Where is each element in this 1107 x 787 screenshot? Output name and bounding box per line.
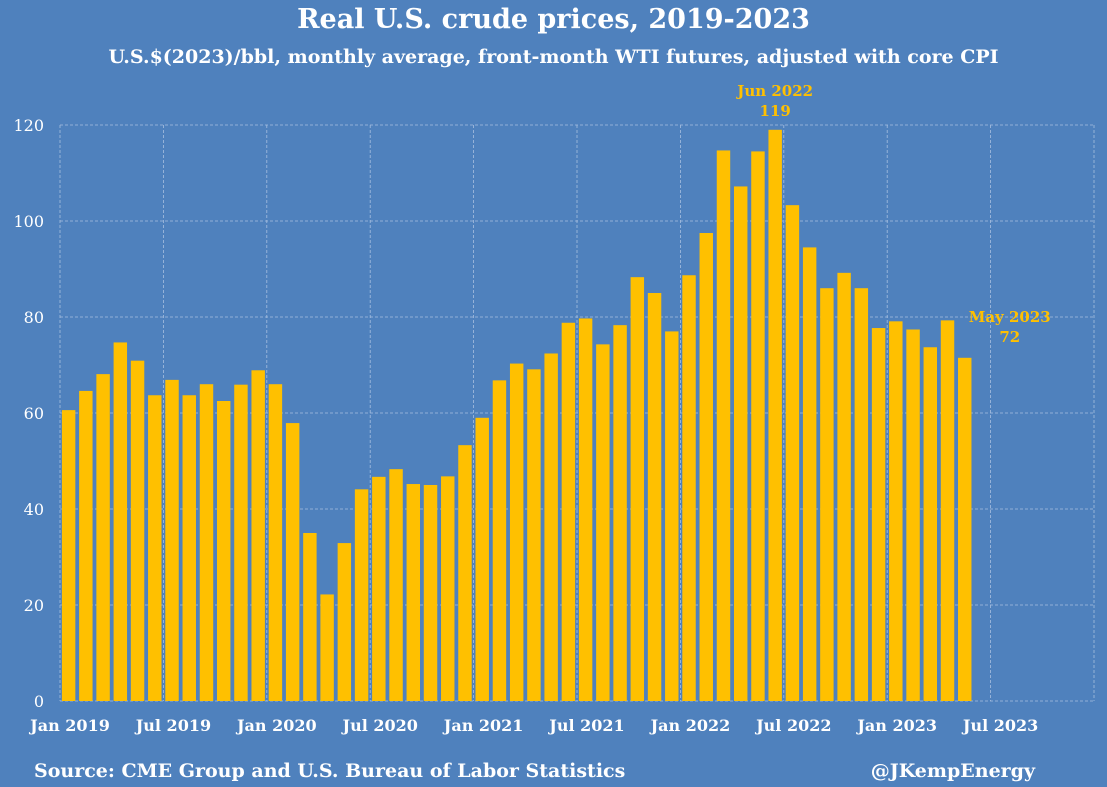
bar bbox=[785, 205, 800, 701]
chart-subtitle: U.S.$(2023)/bbl, monthly average, front-… bbox=[108, 46, 999, 68]
x-tick-label: Jul 2019 bbox=[134, 716, 211, 735]
bar bbox=[475, 417, 489, 701]
bar bbox=[544, 353, 558, 701]
x-tick-label: Jan 2023 bbox=[855, 716, 937, 735]
bar bbox=[251, 370, 265, 701]
bar bbox=[630, 277, 645, 701]
y-tick-label: 100 bbox=[13, 212, 44, 231]
bar bbox=[820, 288, 834, 701]
bar bbox=[716, 150, 731, 701]
bar bbox=[699, 233, 713, 701]
y-tick-label: 40 bbox=[24, 500, 44, 519]
bar bbox=[613, 325, 627, 701]
bar bbox=[285, 423, 300, 701]
bar bbox=[234, 384, 248, 701]
annotation-value: 72 bbox=[999, 328, 1020, 346]
bar bbox=[854, 288, 869, 701]
bar bbox=[372, 476, 386, 701]
bar bbox=[113, 342, 128, 701]
bar bbox=[303, 533, 317, 701]
bar bbox=[458, 445, 472, 701]
bar bbox=[509, 363, 524, 701]
bar bbox=[148, 395, 162, 701]
bar bbox=[578, 318, 593, 701]
x-tick-label: Jan 2021 bbox=[442, 716, 524, 735]
x-tick-label: Jul 2023 bbox=[961, 716, 1038, 735]
y-tick-label: 60 bbox=[24, 404, 44, 423]
x-tick-label: Jan 2022 bbox=[649, 716, 731, 735]
bar bbox=[337, 543, 352, 701]
bar bbox=[182, 395, 196, 701]
bar bbox=[596, 344, 610, 701]
bar bbox=[199, 384, 214, 701]
bar bbox=[268, 384, 283, 701]
y-tick-label: 0 bbox=[34, 692, 44, 711]
x-tick-label: Jul 2021 bbox=[547, 716, 624, 735]
bar bbox=[423, 485, 438, 701]
bar bbox=[527, 369, 541, 701]
chart-title: Real U.S. crude prices, 2019-2023 bbox=[297, 4, 810, 35]
bar bbox=[165, 379, 179, 701]
y-tick-label: 120 bbox=[13, 116, 44, 135]
x-tick-label: Jan 2020 bbox=[235, 716, 317, 735]
annotation-date: Jun 2022 bbox=[735, 82, 813, 100]
bar bbox=[354, 489, 369, 701]
bar bbox=[96, 374, 110, 701]
bar bbox=[406, 484, 421, 701]
bar bbox=[682, 275, 696, 701]
y-tick-label: 20 bbox=[24, 596, 44, 615]
x-tick-label: Jan 2019 bbox=[28, 716, 110, 735]
bar bbox=[802, 247, 817, 701]
y-tick-label: 80 bbox=[24, 308, 44, 327]
bar bbox=[441, 476, 455, 701]
annotation-value: 119 bbox=[760, 102, 791, 120]
bar bbox=[889, 321, 903, 701]
bar bbox=[665, 331, 679, 701]
bar bbox=[130, 360, 145, 701]
source-note: Source: CME Group and U.S. Bureau of Lab… bbox=[34, 760, 626, 782]
bar bbox=[389, 469, 403, 701]
bar bbox=[561, 322, 576, 701]
x-tick-label: Jul 2022 bbox=[754, 716, 831, 735]
bar bbox=[751, 151, 765, 701]
bar bbox=[871, 328, 886, 701]
bar bbox=[906, 329, 920, 701]
bar bbox=[647, 293, 662, 701]
bar bbox=[733, 186, 748, 701]
bar bbox=[216, 401, 231, 701]
bar bbox=[923, 347, 938, 701]
bar bbox=[492, 380, 507, 701]
bar bbox=[768, 129, 782, 702]
bar bbox=[320, 594, 334, 701]
bar bbox=[61, 410, 76, 701]
author-handle: @JKempEnergy bbox=[870, 760, 1035, 782]
bar bbox=[940, 320, 955, 701]
bar bbox=[958, 357, 972, 701]
bar bbox=[837, 272, 851, 701]
annotation-date: May 2023 bbox=[969, 308, 1051, 326]
x-tick-label: Jul 2020 bbox=[341, 716, 418, 735]
bar bbox=[79, 390, 93, 701]
